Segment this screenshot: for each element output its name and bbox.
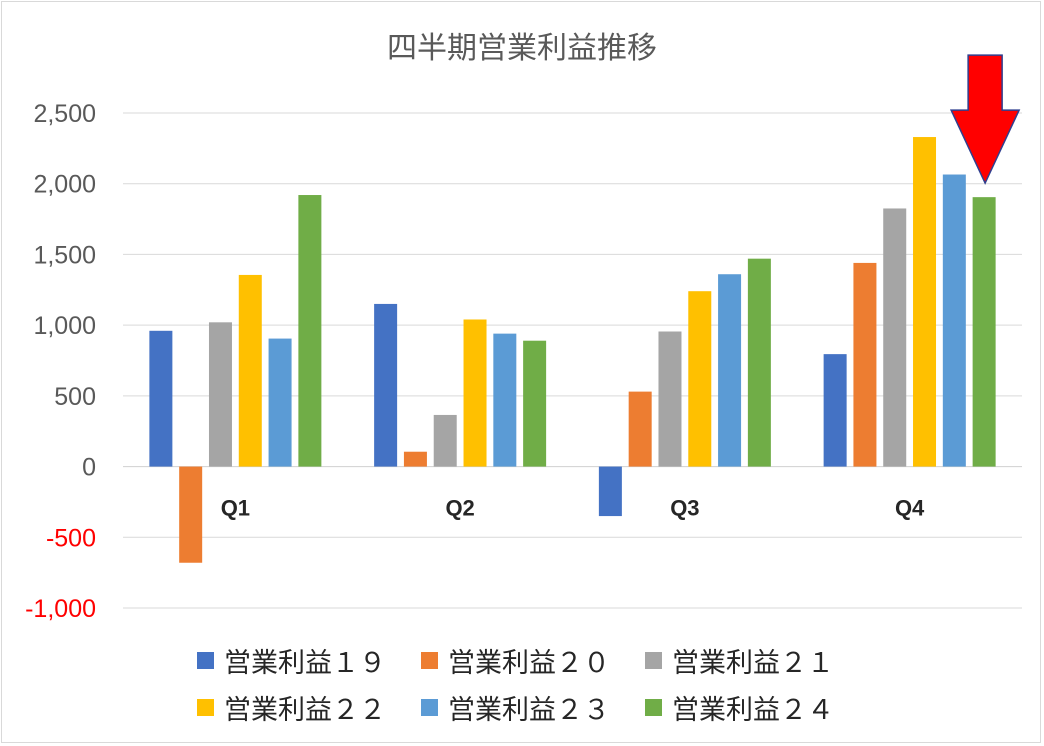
bar bbox=[208, 322, 232, 467]
bar bbox=[523, 340, 547, 467]
legend-label: 営業利益２４ bbox=[672, 695, 834, 726]
bar bbox=[883, 208, 907, 467]
y-tick-label: -1,000 bbox=[25, 595, 96, 623]
legend-label: 営業利益２３ bbox=[448, 695, 610, 726]
bar bbox=[433, 414, 457, 467]
legend-swatch bbox=[421, 699, 438, 716]
y-tick-label: 2,000 bbox=[33, 171, 96, 199]
bar bbox=[718, 274, 742, 467]
bar bbox=[238, 274, 262, 467]
y-tick-label: 1,500 bbox=[33, 241, 96, 269]
chart-title: 四半期営業利益推移 bbox=[387, 31, 657, 66]
bar bbox=[823, 354, 847, 467]
bar bbox=[403, 451, 427, 467]
y-axis-ticks: 2,500 2,000 1,500 1,000 500 0 -500 -1,000 bbox=[25, 100, 96, 623]
bar bbox=[463, 319, 487, 467]
bar bbox=[913, 137, 937, 467]
legend-swatch bbox=[421, 652, 438, 669]
legend-label: 営業利益１９ bbox=[224, 648, 386, 679]
legend-swatch bbox=[197, 652, 214, 669]
y-tick-label: 500 bbox=[54, 383, 96, 411]
y-tick-label: 0 bbox=[82, 454, 96, 482]
x-category-label: Q1 bbox=[221, 496, 250, 521]
legend-label: 営業利益２２ bbox=[224, 695, 386, 726]
y-tick-label: 2,500 bbox=[33, 100, 96, 128]
x-category-label: Q2 bbox=[445, 496, 474, 521]
bar bbox=[628, 391, 652, 467]
bars bbox=[149, 137, 996, 563]
bar bbox=[853, 262, 877, 467]
legend-swatch bbox=[197, 699, 214, 716]
bar bbox=[493, 333, 517, 467]
y-tick-label: 1,000 bbox=[33, 312, 96, 340]
bar bbox=[688, 291, 712, 467]
x-category-label: Q4 bbox=[895, 496, 925, 521]
bar bbox=[268, 338, 292, 467]
legend-swatch bbox=[645, 699, 662, 716]
legend-label: 営業利益２１ bbox=[672, 648, 834, 679]
bar bbox=[149, 330, 173, 467]
legend-swatch bbox=[645, 652, 662, 669]
down-arrow-icon bbox=[949, 54, 1021, 185]
bar bbox=[374, 303, 398, 467]
x-category-label: Q3 bbox=[670, 496, 699, 521]
y-tick-label: -500 bbox=[46, 524, 96, 552]
x-axis-categories: Q1 Q2 Q3 Q4 bbox=[221, 496, 925, 521]
legend: 営業利益１９ 営業利益２０ 営業利益２１ 営業利益２２ 営業利益２３ 営業利益２４ bbox=[197, 648, 834, 726]
down-arrow-annotation bbox=[949, 54, 1021, 185]
bar bbox=[598, 466, 622, 517]
bar bbox=[972, 197, 996, 467]
bar bbox=[179, 466, 203, 563]
bar bbox=[747, 258, 771, 467]
bar bbox=[298, 195, 322, 467]
bar bbox=[942, 174, 966, 467]
legend-label: 営業利益２０ bbox=[448, 648, 610, 679]
bar bbox=[658, 331, 682, 467]
